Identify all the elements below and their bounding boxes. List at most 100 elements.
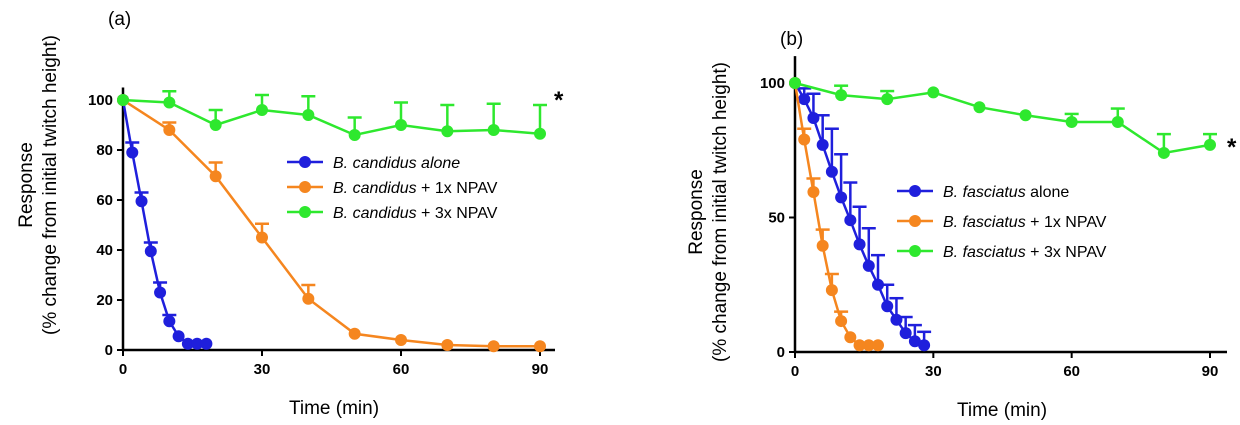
panel-b-series-3-point	[835, 89, 848, 102]
panel-a-series-3-point	[348, 129, 361, 141]
panel-a-series-1-point	[144, 245, 157, 258]
panel-a-series-3-point	[256, 104, 268, 116]
panel-a-ylabel-line2: (% change from initial twitch height)	[40, 35, 61, 335]
panel-b-series-2-point	[844, 331, 857, 344]
panel-b-y-tick-label-100: 100	[760, 75, 785, 92]
panel-b-legend-label-2-rest: + 1x NPAV	[1026, 214, 1107, 231]
panel-a-x-tick-label-30: 30	[254, 361, 271, 378]
panel-b-ylabel-line1: Response	[686, 169, 707, 255]
panel-a-y-tick-label-100: 100	[88, 92, 113, 109]
panel-b-legend-label-2-italic: B. fasciatus	[943, 214, 1026, 231]
panel-b-series-2	[789, 77, 884, 352]
panel-b-series-2-point	[807, 185, 820, 198]
panel-a-legend-item-1: B. candidus alone	[287, 155, 460, 172]
panel-b-legend-item-2: B. fasciatus + 1x NPAV	[897, 214, 1107, 231]
panel-a-series-1-line	[121, 99, 207, 345]
panel-a-legend-label-2-italic: B. candidus	[333, 180, 417, 197]
panel-a-y-tick-label-80: 80	[96, 142, 113, 159]
panel-a-series-3-point	[117, 94, 129, 106]
panel-b-x-tick-label-0: 0	[791, 363, 799, 380]
panel-b-chart: (b) Response (% change from initial twit…	[686, 29, 1237, 421]
panel-a-series-1-point	[181, 337, 194, 350]
panel-b-series-1-point	[890, 313, 903, 326]
panel-a-series-2-point	[163, 124, 176, 136]
panel-b-legend-marker-2	[909, 215, 921, 227]
panel-a-series-2-point	[487, 340, 500, 353]
panel-b-series-3-point	[1204, 138, 1216, 151]
panel-b-xlabel: Time (min)	[957, 400, 1047, 421]
panel-a-series-2	[117, 94, 546, 353]
panel-b-series-1-point	[844, 214, 857, 227]
panel-b-significance-asterisk: *	[1227, 134, 1237, 161]
panel-a-legend-label-2: B. candidus + 1x NPAV	[333, 180, 498, 197]
panel-a-x-tick-label-90: 90	[532, 361, 549, 378]
panel-b-series-2-point	[853, 339, 866, 352]
panel-b-series-3-point	[881, 93, 894, 106]
panel-b-series-3-point	[1019, 109, 1032, 122]
panel-b-label: (b)	[780, 29, 803, 50]
panel-a-xlabel: Time (min)	[289, 398, 379, 419]
panel-b-series-3-point	[1157, 146, 1170, 159]
panel-a-ylabel-line1: Response	[16, 142, 37, 228]
panel-a-series-2-point	[441, 339, 454, 351]
panel-b-series-1-point	[807, 111, 820, 124]
panel-b-legend-label-2: B. fasciatus + 1x NPAV	[943, 214, 1107, 231]
panel-a-series-1-point	[135, 195, 148, 208]
panel-b-series-3-point	[1065, 116, 1078, 129]
panel-a-series-3-point	[441, 125, 454, 138]
panel-a-y-tick-label-0: 0	[105, 342, 113, 359]
panel-b-series-1-point	[908, 335, 921, 348]
panel-a-y-tick-label-20: 20	[96, 292, 113, 309]
panel-b-legend-label-1: B. fasciatus alone	[943, 184, 1069, 201]
panel-a-series-3-point	[302, 109, 315, 121]
panel-a-legend-label-1: B. candidus alone	[333, 155, 460, 172]
panel-b-series-3-point	[789, 77, 801, 89]
panel-b-series-3	[789, 77, 1217, 159]
panel-b-legend-label-3: B. fasciatus + 3x NPAV	[943, 244, 1107, 261]
panel-a-legend-label-2-rest: + 1x NPAV	[417, 180, 498, 197]
panel-a-series-1-point	[191, 337, 204, 350]
panel-a-legend-item-2: B. candidus + 1x NPAV	[287, 180, 498, 197]
panel-b-series-1-point	[825, 165, 838, 178]
panel-a-series-2-point	[256, 231, 268, 244]
panel-b-series-1-point	[881, 300, 894, 313]
panel-a-legend-label-3-italic: B. candidus	[333, 205, 417, 222]
panel-a-series-2-point	[395, 334, 407, 346]
panel-a-significance-asterisk: *	[554, 87, 564, 114]
panel-b-legend-marker-1	[909, 185, 921, 197]
panel-a-series-1-point	[154, 286, 167, 299]
panel-a-legend-marker-2	[299, 181, 311, 193]
panel-b-series-3-point	[1111, 116, 1124, 129]
panel-b-legend-item-1: B. fasciatus alone	[897, 184, 1069, 201]
panel-b-legend-label-1-italic: B. fasciatus	[943, 184, 1026, 201]
panel-a-series-2-point	[534, 340, 546, 353]
panel-b-y-tick-label-50: 50	[768, 210, 785, 227]
panel-a-y-tick-label-60: 60	[96, 192, 113, 209]
panel-a-legend-label-1-italic: B. candidus alone	[333, 155, 460, 172]
panel-b-ylabel-line2: (% change from initial twitch height)	[710, 62, 731, 362]
panel-a-legend-label-3: B. candidus + 3x NPAV	[333, 205, 498, 222]
panel-b-series-2-point	[798, 133, 811, 146]
panel-a-series-3-point	[534, 127, 546, 140]
panel-b-legend-label-3-italic: B. fasciatus	[943, 244, 1026, 261]
panel-b-x-tick-label-30: 30	[925, 363, 942, 380]
panel-a-x-tick-label-0: 0	[119, 361, 127, 378]
panel-b-series-3-line	[794, 81, 1211, 155]
panel-a-series-3-point	[487, 124, 500, 136]
panel-a-x-tick-label-60: 60	[393, 361, 410, 378]
panel-b-series-2-point	[835, 315, 848, 328]
panel-a-series-1-point	[172, 330, 185, 343]
panel-b-series-3-point	[973, 101, 986, 114]
panel-b-y-tick-label-0: 0	[777, 344, 785, 361]
panel-a-series-1-point	[163, 315, 176, 328]
panel-b-legend-marker-3	[909, 245, 921, 257]
panel-a-series-1-point	[200, 337, 213, 350]
panel-b-series-2-point	[816, 239, 829, 252]
panel-a-series-3-point	[395, 119, 407, 131]
panel-b-legend-label-3-rest: + 3x NPAV	[1026, 244, 1107, 261]
panel-b-series-1-point	[798, 93, 811, 106]
panel-b-series-1-point	[862, 259, 875, 272]
panel-b-series-1-point	[899, 327, 912, 340]
panel-a-series-2-point	[302, 292, 315, 305]
